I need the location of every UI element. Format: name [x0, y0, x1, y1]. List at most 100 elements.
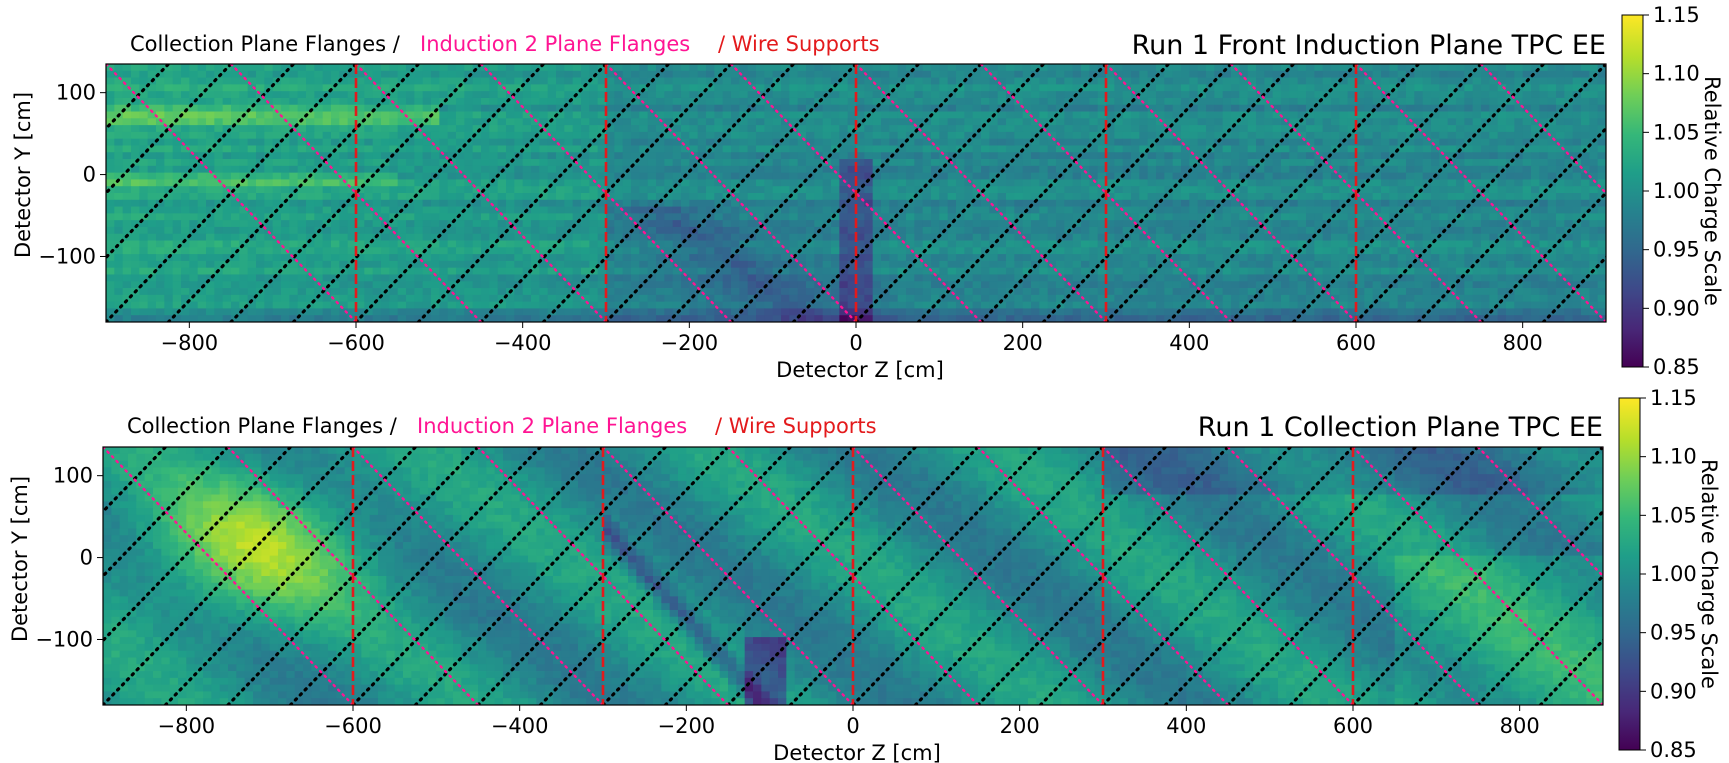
- heatmap-cell: [1256, 111, 1265, 119]
- heatmap-cell: [389, 247, 399, 255]
- heatmap-cell: [1447, 64, 1457, 72]
- heatmap-cell: [597, 125, 607, 133]
- heatmap-cell: [1489, 193, 1499, 201]
- heatmap-cell: [1131, 77, 1140, 85]
- heatmap-cell: [164, 172, 174, 180]
- heatmap-cell: [472, 206, 482, 214]
- heatmap-cell: [1014, 145, 1024, 153]
- heatmap-cell: [839, 77, 849, 85]
- heatmap-cell: [522, 84, 532, 92]
- heatmap-cell: [1539, 165, 1549, 174]
- heatmap-cell: [764, 213, 774, 221]
- heatmap-cell: [256, 104, 265, 112]
- heatmap-cell: [172, 111, 182, 119]
- heatmap-cell: [1106, 91, 1115, 99]
- heatmap-cell: [1572, 213, 1582, 221]
- heatmap-cell: [431, 84, 440, 92]
- heatmap-cell: [772, 247, 782, 255]
- heatmap-cell: [222, 138, 232, 146]
- heatmap-cell: [1147, 145, 1157, 153]
- heatmap-cell: [706, 64, 715, 72]
- heatmap-cell: [122, 145, 132, 153]
- heatmap-cell: [1464, 152, 1474, 160]
- heatmap-cell: [414, 64, 424, 72]
- heatmap-cell: [1206, 220, 1215, 228]
- heatmap-cell: [731, 138, 740, 146]
- heatmap-cell: [381, 70, 390, 78]
- heatmap-cell: [1147, 172, 1157, 180]
- heatmap-cell: [397, 165, 407, 174]
- heatmap-cell: [1422, 165, 1432, 174]
- heatmap-cell: [972, 84, 982, 92]
- heatmap-cell: [1347, 240, 1357, 248]
- heatmap-cell: [939, 213, 949, 221]
- heatmap-cell: [872, 131, 882, 140]
- heatmap-cell: [464, 247, 474, 255]
- heatmap-cell: [389, 226, 399, 235]
- heatmap-cell: [1114, 104, 1124, 112]
- heatmap-cell: [514, 104, 524, 112]
- heatmap-cell: [614, 84, 624, 92]
- heatmap-cell: [806, 193, 815, 201]
- heatmap-cell: [1556, 165, 1565, 174]
- heatmap-cell: [339, 111, 349, 119]
- heatmap-cell: [447, 226, 457, 235]
- heatmap-cell: [1506, 199, 1515, 207]
- heatmap-cell: [489, 233, 499, 241]
- heatmap-cell: [789, 104, 799, 112]
- heatmap-cell: [1414, 97, 1424, 106]
- heatmap-cell: [1047, 240, 1057, 248]
- heatmap-cell: [606, 131, 615, 140]
- heatmap-cell: [1397, 165, 1407, 174]
- heatmap-cell: [672, 91, 682, 99]
- heatmap-cell: [1389, 77, 1399, 85]
- heatmap-cell: [256, 77, 265, 85]
- heatmap-cell: [1139, 104, 1149, 112]
- heatmap-cell: [1172, 64, 1182, 72]
- heatmap-cell: [639, 247, 649, 255]
- heatmap-cell: [147, 247, 157, 255]
- heatmap-cell: [1339, 233, 1349, 241]
- heatmap-cell: [264, 84, 274, 92]
- heatmap-cell: [1506, 165, 1515, 174]
- heatmap-cell: [681, 138, 690, 146]
- heatmap-cell: [1456, 179, 1465, 187]
- heatmap-cell: [1197, 104, 1207, 112]
- heatmap-cell: [331, 193, 340, 201]
- heatmap-cell: [114, 84, 124, 92]
- heatmap-cell: [1556, 84, 1565, 92]
- heatmap-cell: [922, 70, 932, 78]
- heatmap-cell: [1572, 138, 1582, 146]
- heatmap-cell: [1339, 240, 1349, 248]
- heatmap-cell: [1589, 179, 1599, 187]
- heatmap-cell: [1081, 125, 1090, 133]
- heatmap-cell: [1197, 233, 1207, 241]
- heatmap-cell: [122, 186, 132, 194]
- heatmap-cell: [422, 70, 432, 78]
- heatmap-cell: [414, 193, 424, 201]
- heatmap-cell: [106, 240, 115, 248]
- heatmap-cell: [1114, 138, 1124, 146]
- heatmap-cell: [431, 131, 440, 140]
- heatmap-cell: [1447, 131, 1457, 140]
- heatmap-cell: [1564, 97, 1574, 106]
- heatmap-cell: [964, 172, 974, 180]
- heatmap-cell: [1022, 226, 1032, 235]
- heatmap-cell: [1106, 111, 1115, 119]
- heatmap-cell: [964, 226, 974, 235]
- heatmap-cell: [1589, 145, 1599, 153]
- heatmap-cell: [1064, 70, 1074, 78]
- heatmap-cell: [597, 247, 607, 255]
- heatmap-cell: [897, 125, 907, 133]
- heatmap-cell: [114, 125, 124, 133]
- heatmap-cell: [797, 233, 807, 241]
- heatmap-cell: [281, 213, 290, 221]
- heatmap-cell: [356, 145, 365, 153]
- heatmap-cell: [1031, 118, 1040, 126]
- heatmap-cell: [489, 213, 499, 221]
- heatmap-cell: [722, 247, 732, 255]
- heatmap-cell: [1381, 199, 1390, 207]
- heatmap-cell: [1256, 193, 1265, 201]
- heatmap-cell: [614, 70, 624, 78]
- heatmap-cell: [1181, 240, 1190, 248]
